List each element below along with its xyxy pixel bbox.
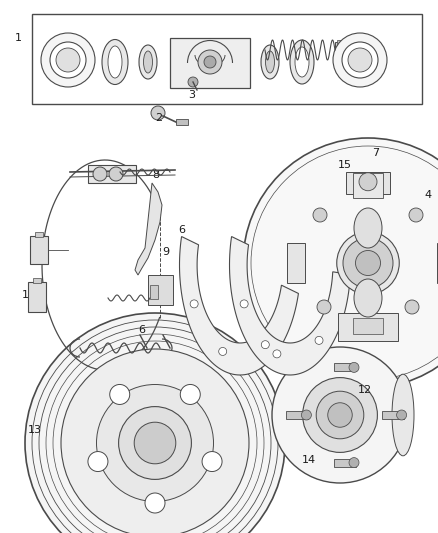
Circle shape xyxy=(25,313,285,533)
Ellipse shape xyxy=(102,39,128,85)
Bar xyxy=(338,313,398,341)
Circle shape xyxy=(348,48,372,72)
Bar xyxy=(353,318,383,334)
Circle shape xyxy=(333,33,387,87)
Bar xyxy=(381,411,403,419)
Text: 6: 6 xyxy=(155,290,162,300)
Text: 4: 4 xyxy=(424,190,431,200)
Circle shape xyxy=(315,336,323,344)
Circle shape xyxy=(134,422,176,464)
Circle shape xyxy=(119,407,191,479)
Bar xyxy=(170,38,250,88)
Bar xyxy=(176,119,188,125)
Text: 14: 14 xyxy=(302,455,316,465)
Text: 7: 7 xyxy=(372,148,379,158)
Bar xyxy=(150,285,158,299)
Bar xyxy=(33,278,41,283)
Ellipse shape xyxy=(354,279,382,317)
Ellipse shape xyxy=(108,46,122,78)
Polygon shape xyxy=(135,183,162,275)
Text: 9: 9 xyxy=(162,247,169,257)
Circle shape xyxy=(405,300,419,314)
Circle shape xyxy=(151,106,165,120)
Circle shape xyxy=(273,350,281,358)
Bar xyxy=(334,458,356,466)
Circle shape xyxy=(188,77,198,87)
Bar xyxy=(337,40,349,45)
Circle shape xyxy=(261,341,269,349)
Circle shape xyxy=(96,384,213,502)
Text: 8: 8 xyxy=(152,170,159,180)
Text: 5: 5 xyxy=(295,260,302,270)
Circle shape xyxy=(180,384,200,405)
Bar xyxy=(35,232,43,237)
Ellipse shape xyxy=(261,45,279,79)
Circle shape xyxy=(243,138,438,388)
Text: 10: 10 xyxy=(32,243,46,253)
Circle shape xyxy=(316,391,364,439)
Bar xyxy=(30,236,48,264)
Bar xyxy=(148,275,173,305)
Ellipse shape xyxy=(354,208,382,248)
Bar xyxy=(88,165,136,183)
Text: 3: 3 xyxy=(188,90,195,100)
Circle shape xyxy=(56,48,80,72)
Text: 11: 11 xyxy=(22,290,36,300)
Circle shape xyxy=(272,347,408,483)
Text: 13: 13 xyxy=(28,425,42,435)
Text: 2: 2 xyxy=(155,113,162,123)
Circle shape xyxy=(301,410,311,420)
Circle shape xyxy=(328,403,352,427)
Bar xyxy=(346,172,390,194)
Polygon shape xyxy=(180,237,298,375)
Circle shape xyxy=(396,410,406,420)
Circle shape xyxy=(219,348,227,356)
Circle shape xyxy=(409,208,423,222)
Circle shape xyxy=(88,451,108,472)
Text: 6: 6 xyxy=(138,325,145,335)
Circle shape xyxy=(41,33,95,87)
Circle shape xyxy=(145,493,165,513)
Circle shape xyxy=(110,384,130,405)
Circle shape xyxy=(202,451,222,472)
Circle shape xyxy=(240,300,248,308)
Ellipse shape xyxy=(392,374,414,456)
Bar xyxy=(286,411,308,419)
Text: 15: 15 xyxy=(338,160,352,170)
Circle shape xyxy=(349,362,359,373)
Bar xyxy=(437,243,438,283)
Circle shape xyxy=(343,238,393,288)
Circle shape xyxy=(356,251,381,276)
Ellipse shape xyxy=(144,51,152,73)
Circle shape xyxy=(359,173,377,191)
Circle shape xyxy=(342,42,378,78)
Circle shape xyxy=(93,167,107,181)
Bar xyxy=(353,173,383,198)
Circle shape xyxy=(337,232,399,294)
Circle shape xyxy=(50,42,86,78)
Ellipse shape xyxy=(265,51,275,73)
Ellipse shape xyxy=(295,47,309,77)
Circle shape xyxy=(303,377,378,453)
Circle shape xyxy=(349,458,359,467)
Ellipse shape xyxy=(290,40,314,84)
Circle shape xyxy=(317,300,331,314)
Ellipse shape xyxy=(139,45,157,79)
Bar xyxy=(32,14,422,104)
Bar xyxy=(334,364,356,372)
Text: 6: 6 xyxy=(178,225,185,235)
Circle shape xyxy=(190,300,198,308)
Text: 1: 1 xyxy=(15,33,22,43)
Circle shape xyxy=(204,56,216,68)
Bar xyxy=(287,243,305,283)
Polygon shape xyxy=(230,237,350,375)
Bar xyxy=(335,42,351,62)
Text: 12: 12 xyxy=(358,385,372,395)
Circle shape xyxy=(198,50,222,74)
Circle shape xyxy=(61,349,249,533)
Circle shape xyxy=(313,208,327,222)
Bar xyxy=(28,282,46,312)
Circle shape xyxy=(109,167,123,181)
